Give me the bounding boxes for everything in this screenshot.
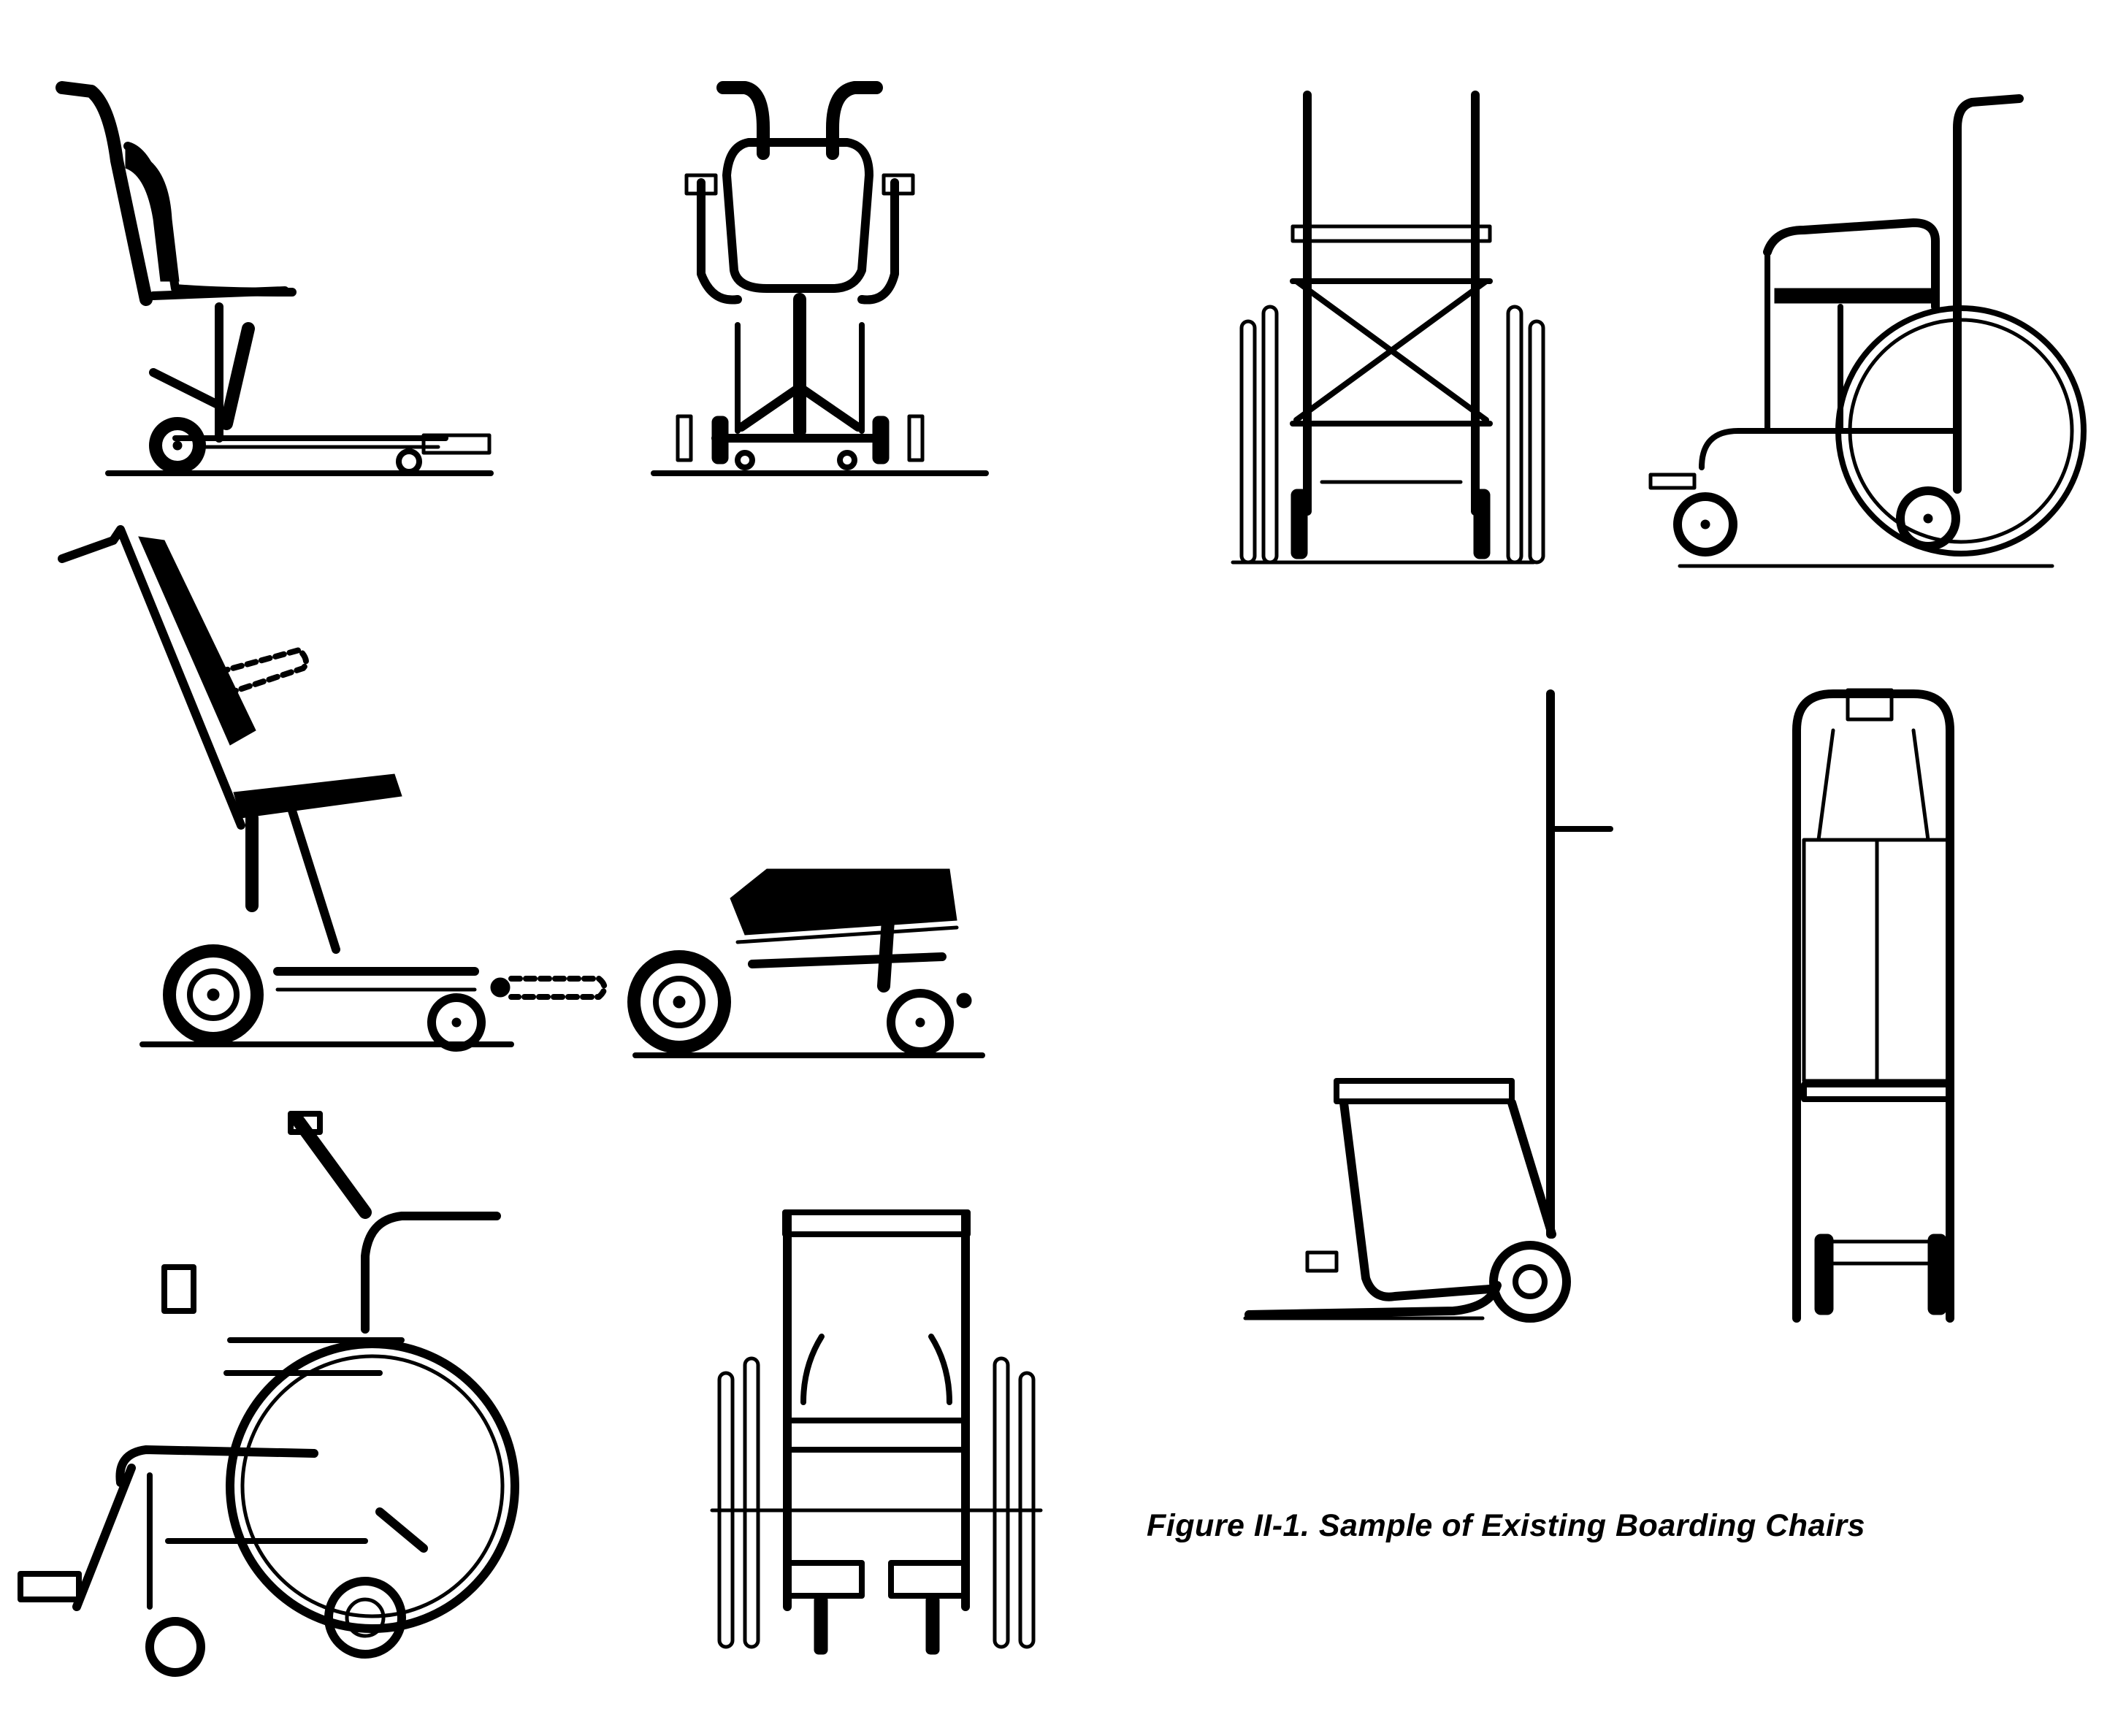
boarding-chair-shell-front-icon bbox=[651, 81, 989, 476]
sport-wheelchair-front-icon bbox=[710, 1209, 1043, 1655]
boarding-chair-shell-side-icon bbox=[56, 81, 494, 476]
sport-wheelchair-side-icon bbox=[18, 1111, 519, 1677]
folding-wheelchair-front-icon bbox=[1231, 91, 1545, 565]
folding-wheelchair-side-icon bbox=[1648, 94, 2087, 568]
reclining-boarding-chair-folded-icon bbox=[627, 868, 985, 1058]
reclining-boarding-chair-side-icon bbox=[58, 525, 608, 1052]
figure-caption: Figure II-1. Sample of Existing Boarding… bbox=[1147, 1508, 1865, 1543]
narrow-boarding-chair-side-icon bbox=[1243, 689, 1613, 1323]
narrow-boarding-chair-front-icon bbox=[1792, 688, 1954, 1323]
